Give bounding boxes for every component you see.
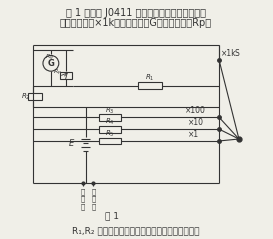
Text: $R_g$: $R_g$ [45, 53, 54, 63]
Bar [99, 137, 121, 144]
Text: S: S [235, 49, 240, 58]
Text: $R_5$: $R_5$ [105, 129, 115, 139]
Text: 图 1: 图 1 [105, 212, 119, 221]
Text: 红
表
笔: 红 表 笔 [81, 188, 85, 210]
Text: $R_3$: $R_3$ [105, 105, 115, 116]
Text: $R_2$: $R_2$ [21, 92, 31, 102]
Text: 黑
表
笔: 黑 表 笔 [91, 188, 96, 210]
Text: R₁,R₂ 组成内部共用电路，其余几挡都是在共用电: R₁,R₂ 组成内部共用电路，其余几挡都是在共用电 [72, 227, 200, 235]
Bar [99, 126, 121, 133]
Text: ×1: ×1 [188, 130, 198, 139]
Text: 最大倍率挡（×1k）只由电流计G的调零电位器Rp．: 最大倍率挡（×1k）只由电流计G的调零电位器Rp． [60, 18, 212, 28]
Text: $R_p$: $R_p$ [53, 68, 62, 78]
Bar [28, 93, 42, 100]
Text: ×10: ×10 [188, 118, 203, 127]
Bar [99, 114, 121, 121]
Text: G: G [48, 59, 54, 68]
Text: ×100: ×100 [185, 106, 205, 115]
Bar [60, 72, 72, 79]
Text: 图 1 所示是 J0411 型多用表欧姆挡的电路图．: 图 1 所示是 J0411 型多用表欧姆挡的电路图． [66, 8, 206, 18]
Text: ×1k: ×1k [221, 49, 237, 58]
Bar [138, 82, 162, 89]
Text: $R_1$: $R_1$ [145, 73, 155, 83]
Text: $R_4$: $R_4$ [105, 117, 115, 127]
Text: $E$: $E$ [68, 137, 75, 148]
